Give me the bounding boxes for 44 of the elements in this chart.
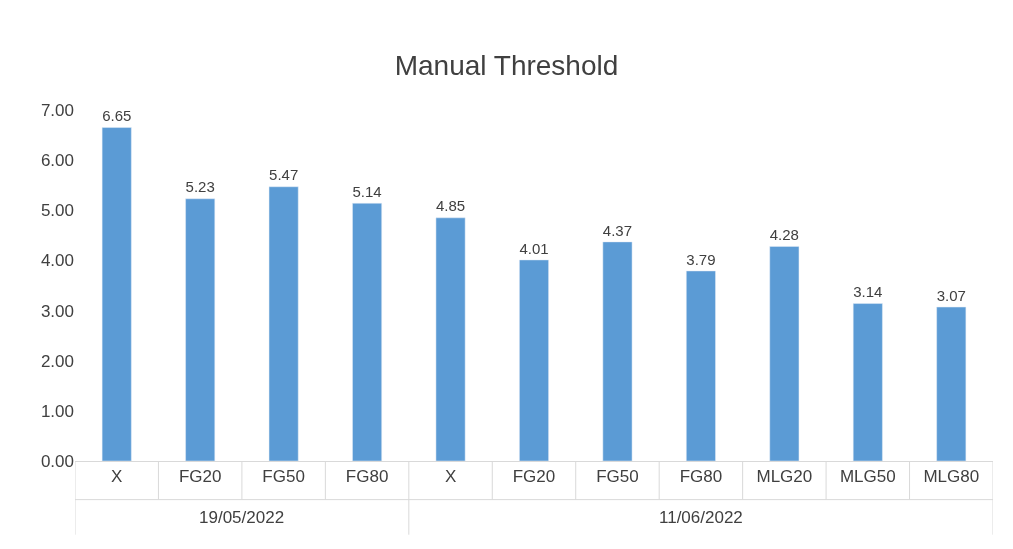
text: 11/06/2022 xyxy=(659,508,743,527)
y-tick-label: 4.00 xyxy=(40,251,74,271)
bar xyxy=(352,203,382,461)
x-tick-label: MLG20 xyxy=(756,467,813,487)
y-tick-label: 7.00 xyxy=(40,100,74,120)
y-tick-label: 3.00 xyxy=(40,301,74,321)
data-label: 5.47 xyxy=(269,166,299,184)
chart-title: Manual Threshold xyxy=(394,49,619,81)
x-tick-label: FG50 xyxy=(596,467,639,487)
x-tick-label: MLG80 xyxy=(923,467,980,487)
bar xyxy=(185,198,216,461)
data-label: 3.79 xyxy=(686,250,716,268)
data-label: 4.85 xyxy=(435,197,466,215)
bar xyxy=(602,241,633,461)
data-label: 4.01 xyxy=(519,239,549,257)
x-tick-label: FG80 xyxy=(679,467,723,487)
data-label: 3.07 xyxy=(936,286,966,304)
bar xyxy=(268,186,299,461)
x-tick-label: MLG50 xyxy=(839,467,896,487)
bar xyxy=(519,259,549,461)
bar xyxy=(101,127,132,461)
data-label: 5.14 xyxy=(352,182,382,200)
bar xyxy=(686,270,716,461)
y-tick-label: 5.00 xyxy=(40,201,74,221)
data-label: 3.14 xyxy=(853,283,883,301)
data-label: 5.23 xyxy=(185,178,215,196)
x-tick-label: X xyxy=(111,467,123,487)
bar xyxy=(435,217,466,461)
y-tick-label: 1.00 xyxy=(40,401,74,421)
x-tick-label: X xyxy=(444,467,457,487)
data-label: 6.65 xyxy=(102,107,132,125)
x-tick-label: FG20 xyxy=(178,467,222,487)
x-tick-label: FG50 xyxy=(262,467,305,487)
data-label: 4.37 xyxy=(602,221,633,239)
bar xyxy=(852,303,883,461)
bar xyxy=(936,306,967,461)
x-tick-label: FG20 xyxy=(512,467,556,487)
data-label: 4.28 xyxy=(769,226,799,244)
y-tick-label: 6.00 xyxy=(40,151,74,171)
y-tick-label: 2.00 xyxy=(40,351,74,371)
bar xyxy=(769,246,800,461)
y-tick-label: 0.00 xyxy=(40,451,74,471)
x-tick-label: FG80 xyxy=(345,467,389,487)
text: 19/05/2022 xyxy=(199,508,285,527)
